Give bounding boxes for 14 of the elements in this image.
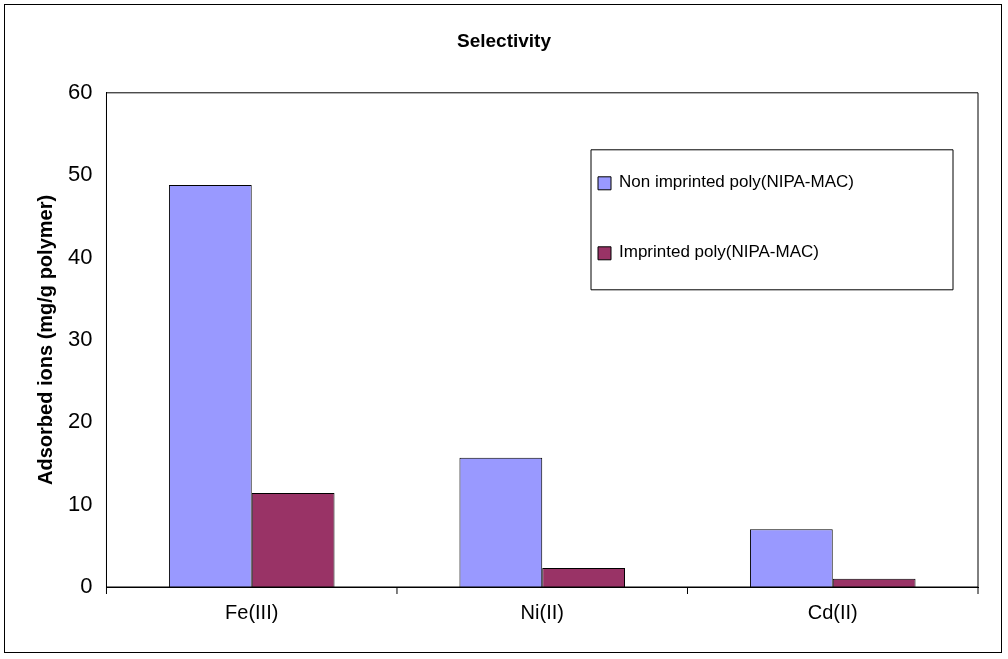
y-tick-label: 40 <box>67 243 93 269</box>
x-tick-label: Ni(II) <box>520 600 564 623</box>
legend-label: Non imprinted poly(NIPA-MAC) <box>619 172 854 192</box>
y-tick-label: 50 <box>67 161 93 187</box>
y-tick-label: 0 <box>80 573 93 599</box>
y-tick-label: 60 <box>67 78 93 104</box>
y-axis-title: Adsorbed ions (mg/g polymer) <box>33 194 56 485</box>
legend-label: Imprinted poly(NIPA-MAC) <box>619 242 819 262</box>
x-tick-label: Cd(II) <box>807 600 858 623</box>
chart-title: Selectivity <box>457 29 552 51</box>
y-tick-label: 10 <box>67 490 93 516</box>
y-tick-label: 30 <box>67 325 93 351</box>
x-tick-label: Fe(III) <box>225 600 279 623</box>
y-tick-label: 20 <box>67 408 93 434</box>
